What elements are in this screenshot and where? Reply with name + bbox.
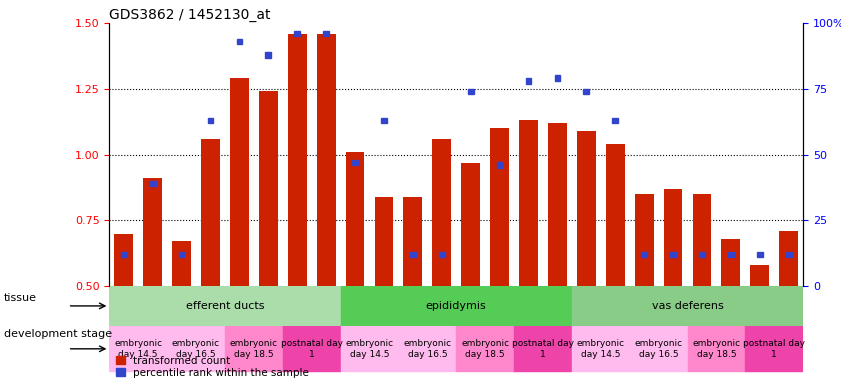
Bar <box>341 326 399 372</box>
Bar <box>432 139 451 286</box>
Bar <box>266 52 271 58</box>
Bar <box>612 118 618 123</box>
Text: efferent ducts: efferent ducts <box>186 301 264 311</box>
Bar <box>572 286 803 326</box>
Bar <box>410 252 415 258</box>
Bar <box>722 239 740 286</box>
Bar <box>109 326 167 372</box>
Bar <box>462 162 480 286</box>
Bar <box>635 194 653 286</box>
Bar <box>490 128 509 286</box>
Bar <box>230 78 249 286</box>
Bar <box>468 89 473 94</box>
Bar <box>208 118 214 123</box>
Bar <box>514 326 572 372</box>
Bar <box>294 31 300 36</box>
Bar <box>606 144 625 286</box>
Bar <box>109 286 341 326</box>
Bar <box>641 252 647 258</box>
Bar <box>404 197 422 286</box>
Bar <box>577 131 595 286</box>
Text: embryonic
day 16.5: embryonic day 16.5 <box>172 339 220 359</box>
Text: embryonic
day 16.5: embryonic day 16.5 <box>404 339 452 359</box>
Bar <box>225 326 283 372</box>
Text: tissue: tissue <box>4 293 37 303</box>
Bar <box>114 233 133 286</box>
Text: embryonic
day 18.5: embryonic day 18.5 <box>461 339 509 359</box>
Bar <box>439 252 445 258</box>
Bar <box>750 265 770 286</box>
Bar <box>687 326 745 372</box>
Bar <box>699 252 705 258</box>
Bar <box>121 252 127 258</box>
Bar <box>526 78 532 84</box>
Bar <box>630 326 687 372</box>
Text: postnatal day
1: postnatal day 1 <box>281 339 342 359</box>
Bar <box>548 123 567 286</box>
Text: postnatal day
1: postnatal day 1 <box>512 339 574 359</box>
Bar <box>456 326 514 372</box>
Bar <box>352 160 358 166</box>
Text: embryonic
day 14.5: embryonic day 14.5 <box>114 339 162 359</box>
Text: embryonic
day 14.5: embryonic day 14.5 <box>577 339 625 359</box>
Bar <box>259 91 278 286</box>
Bar <box>693 194 711 286</box>
Bar <box>554 75 560 81</box>
Bar <box>757 252 763 258</box>
Bar <box>780 231 798 286</box>
Bar <box>283 326 341 372</box>
Bar <box>236 38 242 45</box>
Text: postnatal day
1: postnatal day 1 <box>743 339 805 359</box>
Text: embryonic
day 16.5: embryonic day 16.5 <box>635 339 683 359</box>
Text: GDS3862 / 1452130_at: GDS3862 / 1452130_at <box>109 8 271 22</box>
Bar <box>785 252 791 258</box>
Bar <box>346 152 364 286</box>
Bar <box>317 33 336 286</box>
Bar <box>519 121 538 286</box>
Bar <box>670 252 676 258</box>
Bar <box>728 252 733 258</box>
Bar <box>374 197 394 286</box>
Bar <box>381 118 387 123</box>
Bar <box>150 180 156 187</box>
Bar <box>572 326 630 372</box>
Text: development stage: development stage <box>4 329 113 339</box>
Text: embryonic
day 14.5: embryonic day 14.5 <box>346 339 394 359</box>
Bar <box>167 326 225 372</box>
Bar <box>323 31 329 36</box>
Bar <box>399 326 456 372</box>
Bar <box>178 252 184 258</box>
Bar <box>497 162 502 168</box>
Text: vas deferens: vas deferens <box>652 301 723 311</box>
Text: embryonic
day 18.5: embryonic day 18.5 <box>692 339 740 359</box>
Bar <box>584 89 590 94</box>
Legend: transformed count, percentile rank within the sample: transformed count, percentile rank withi… <box>114 355 310 379</box>
Bar <box>172 242 191 286</box>
Bar <box>664 189 682 286</box>
Text: epididymis: epididymis <box>426 301 487 311</box>
Bar <box>201 139 220 286</box>
Bar <box>341 286 572 326</box>
Bar <box>288 33 307 286</box>
Bar <box>143 178 162 286</box>
Bar <box>745 326 803 372</box>
Text: embryonic
day 18.5: embryonic day 18.5 <box>230 339 278 359</box>
